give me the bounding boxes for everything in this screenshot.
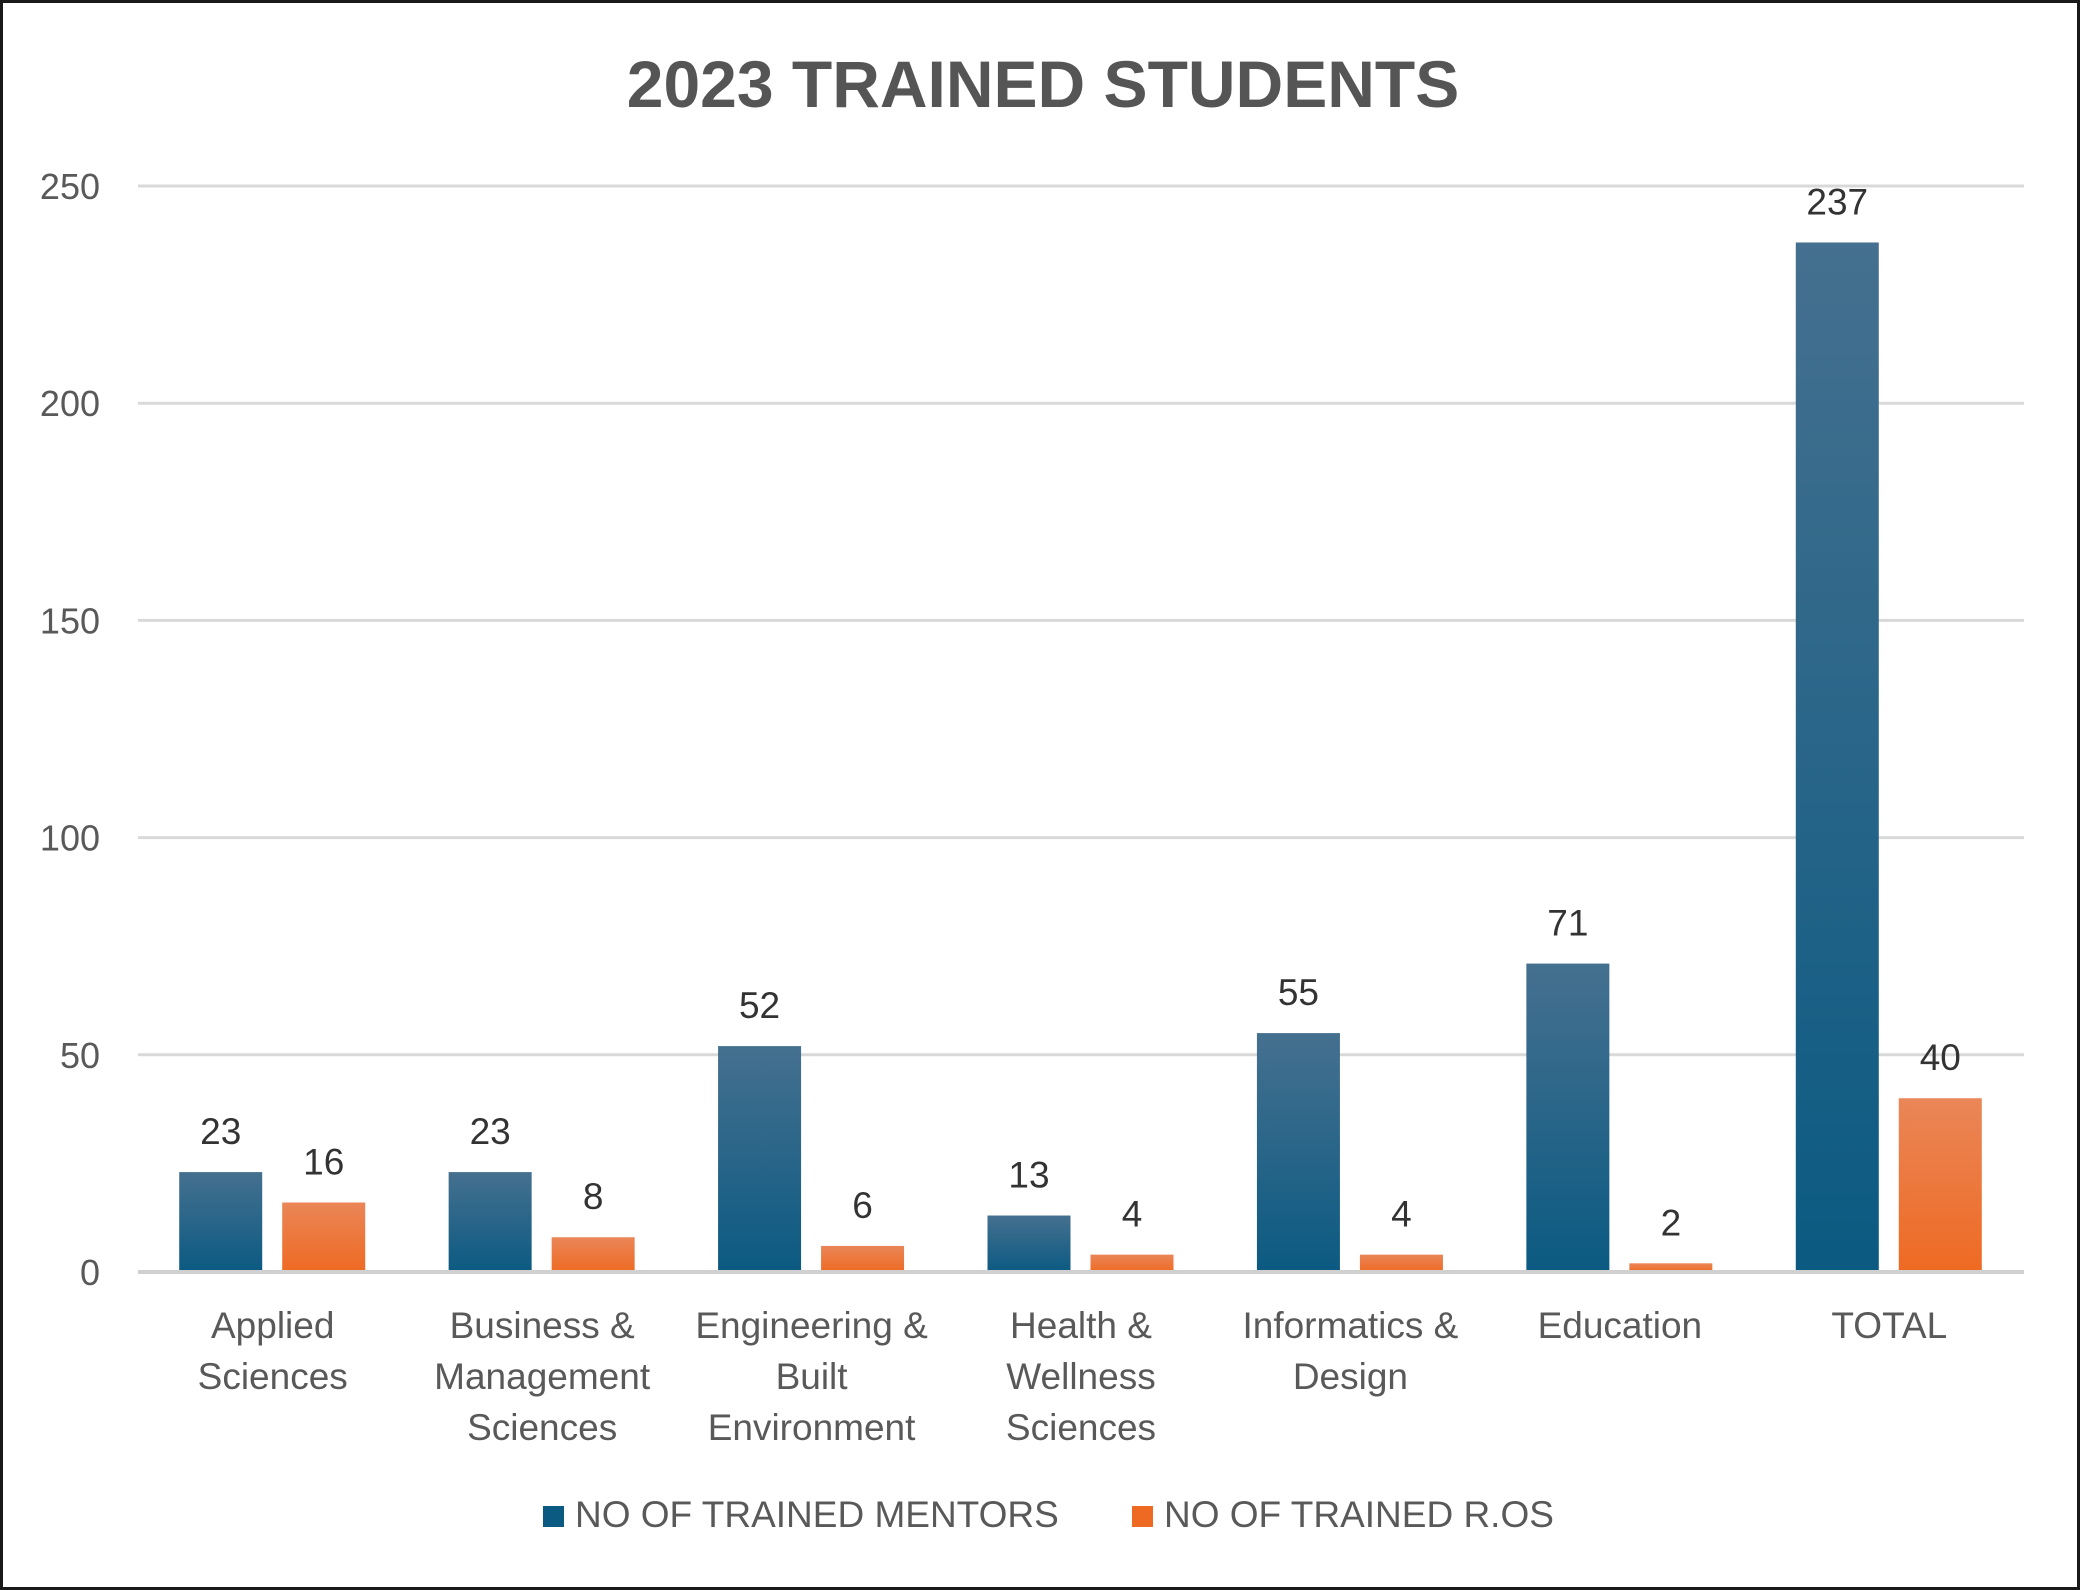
legend-swatch-ros (1132, 1506, 1153, 1527)
bar-ros-1 (551, 1237, 635, 1272)
gridlines (138, 184, 2024, 1057)
bar-mentors-1 (448, 1172, 532, 1272)
bar-ros-2 (821, 1245, 905, 1272)
bar-ros-0 (282, 1202, 366, 1272)
category-labels: Applied Sciences Business & Management Scien… (198, 1305, 1948, 1448)
data-label-mentors-6: 237 (1806, 181, 1868, 222)
data-label-ros-4: 4 (1391, 1194, 1412, 1235)
y-axis-ticks: 0 50 100 150 200 250 (40, 166, 100, 1293)
data-label-ros-2: 6 (852, 1185, 873, 1226)
bars (179, 242, 1982, 1272)
data-label-ros-5: 2 (1661, 1202, 1682, 1243)
chart-title: 2023 TRAINED STUDENTS (627, 47, 1460, 121)
data-label-ros-6: 40 (1920, 1037, 1961, 1078)
bar-mentors-3 (987, 1215, 1071, 1272)
category-label-1: Business & Management Sciences (434, 1305, 651, 1448)
data-label-mentors-3: 13 (1008, 1155, 1049, 1196)
legend-swatch-mentors (543, 1506, 564, 1527)
category-label-2: Engineering & Built Environment (695, 1305, 928, 1448)
bar-mentors-5 (1526, 963, 1610, 1272)
category-label-5: Education (1538, 1305, 1703, 1346)
bar-mentors-6 (1795, 242, 1879, 1272)
y-tick-label: 150 (40, 600, 100, 641)
category-label-3: Health & Wellness Sciences (1006, 1305, 1156, 1448)
category-label-0: Applied Sciences (198, 1305, 348, 1397)
bar-mentors-4 (1256, 1033, 1340, 1272)
data-labels: 23 16 23 8 52 6 13 4 55 4 71 2 237 40 (200, 181, 1961, 1243)
bar-ros-3 (1090, 1254, 1174, 1272)
legend-label-mentors: NO OF TRAINED MENTORS (575, 1494, 1059, 1535)
data-label-ros-0: 16 (303, 1141, 344, 1182)
data-label-mentors-4: 55 (1278, 972, 1319, 1013)
bar-ros-5 (1629, 1263, 1713, 1272)
bar-mentors-2 (718, 1046, 802, 1272)
legend: NO OF TRAINED MENTORS NO OF TRAINED R.OS (543, 1494, 1554, 1535)
data-label-mentors-1: 23 (470, 1111, 511, 1152)
data-label-mentors-0: 23 (200, 1111, 241, 1152)
bar-ros-6 (1898, 1098, 1982, 1272)
legend-label-ros: NO OF TRAINED R.OS (1164, 1494, 1554, 1535)
y-tick-label: 50 (60, 1035, 100, 1076)
data-label-mentors-5: 71 (1547, 903, 1588, 944)
category-label-6: TOTAL (1831, 1305, 1947, 1346)
y-tick-label: 250 (40, 166, 100, 207)
data-label-ros-1: 8 (583, 1176, 604, 1217)
bar-mentors-0 (179, 1172, 263, 1272)
category-label-4: Informatics & Design (1242, 1305, 1458, 1397)
bar-ros-4 (1359, 1254, 1443, 1272)
y-tick-label: 100 (40, 818, 100, 859)
data-label-mentors-2: 52 (739, 985, 780, 1026)
data-label-ros-3: 4 (1122, 1194, 1143, 1235)
y-tick-label: 0 (80, 1252, 100, 1293)
y-tick-label: 200 (40, 383, 100, 424)
